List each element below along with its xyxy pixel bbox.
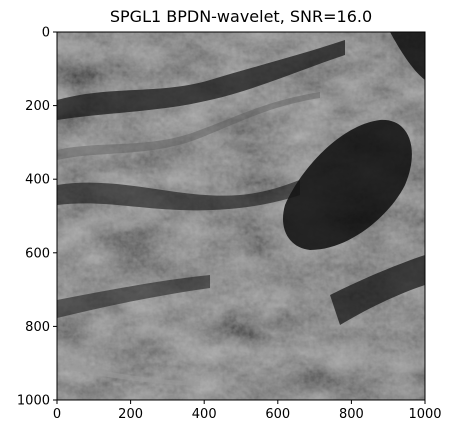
x-tick-label: 600 (265, 407, 290, 422)
y-tick-label: 0 (42, 26, 50, 41)
dark-band-mid (57, 180, 300, 211)
x-tick-label: 200 (118, 407, 143, 422)
bright-ridge (57, 92, 320, 160)
dark-region (282, 119, 412, 251)
top-right-dark (390, 32, 425, 80)
y-tick-label: 200 (25, 99, 50, 114)
axes-frame (56, 31, 426, 401)
plot-title: SPGL1 BPDN-wavelet, SNR=16.0 (110, 7, 372, 26)
x-tick-label: 1000 (408, 407, 441, 422)
image-area (57, 32, 425, 400)
y-tick-label: 600 (25, 246, 50, 261)
y-tick-label: 400 (25, 173, 50, 188)
x-axis: 0 200 400 600 800 1000 (53, 400, 442, 422)
y-tick-label: 800 (25, 320, 50, 335)
y-axis: 0 200 400 600 800 1000 (17, 26, 57, 409)
y-tick-label: 1000 (17, 394, 50, 409)
dark-band-lower (57, 275, 210, 318)
dark-band-top (57, 40, 345, 120)
x-tick-label: 400 (192, 407, 217, 422)
x-tick-label: 800 (339, 407, 364, 422)
x-tick-label: 0 (53, 407, 61, 422)
dark-band-right (330, 255, 425, 325)
bright-streak (70, 365, 200, 386)
